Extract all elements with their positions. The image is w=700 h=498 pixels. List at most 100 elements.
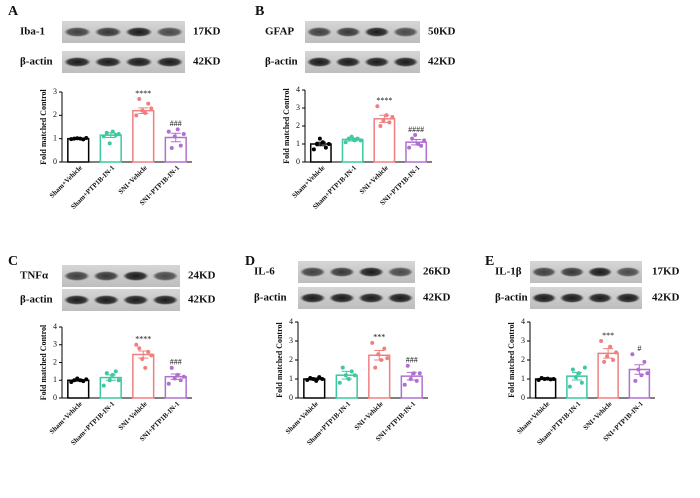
data-point (113, 369, 118, 374)
data-point (314, 142, 319, 146)
data-point (72, 136, 77, 141)
data-point (608, 344, 613, 349)
y-tick-label: 0 (296, 157, 300, 166)
significance: *** (373, 333, 385, 342)
data-point (320, 140, 325, 145)
data-point (551, 377, 556, 381)
data-point (381, 118, 386, 123)
blot-band (335, 57, 361, 67)
data-point (411, 371, 416, 376)
data-point (636, 367, 641, 372)
blot-band (125, 57, 153, 67)
data-point (417, 371, 422, 376)
data-point (390, 115, 395, 119)
y-tick-label: 1 (53, 133, 57, 142)
blot-band (615, 267, 641, 277)
x-tick-label: SNI+Vehicle (117, 164, 149, 196)
y-tick-label: 4 (521, 317, 525, 326)
data-point (81, 379, 86, 384)
data-point (172, 134, 177, 139)
blot-protein: GFAP (265, 26, 294, 38)
blot-protein: β-actin (495, 292, 528, 304)
data-point (172, 376, 177, 381)
significance: ### (170, 358, 182, 367)
data-point (645, 371, 650, 376)
data-point (78, 136, 83, 141)
y-tick-label: 1 (289, 374, 293, 383)
data-point (576, 371, 581, 376)
x-tick-label: Sham+Vehicle (284, 400, 320, 436)
data-point (323, 145, 328, 150)
blot-band (299, 267, 326, 277)
blot-size: 42KD (193, 56, 221, 68)
data-point (416, 142, 421, 146)
bar (309, 143, 332, 163)
data-point (419, 143, 424, 148)
blot-protein: β-actin (265, 56, 298, 68)
blot-band (152, 271, 179, 281)
blot-size: 50KD (428, 26, 456, 38)
data-point (146, 349, 151, 354)
blot-size: 24KD (188, 270, 216, 282)
bar (373, 118, 396, 163)
data-point (602, 359, 607, 364)
data-point (402, 382, 407, 387)
y-axis-label: Fold matched Control (39, 89, 48, 165)
data-point (349, 369, 354, 374)
significance: *** (602, 331, 614, 340)
y-tick-label: 2 (53, 357, 57, 366)
bar (67, 137, 90, 163)
data-point (385, 356, 390, 361)
y-tick-label: 2 (289, 355, 293, 364)
blot-band (155, 57, 184, 67)
data-point (349, 134, 354, 139)
data-point (75, 136, 80, 141)
blot-strip (62, 265, 180, 287)
data-point (387, 120, 392, 125)
data-point (134, 113, 139, 118)
y-tick-label: 0 (521, 393, 525, 402)
blot-strip (298, 261, 415, 283)
data-point (178, 143, 183, 148)
blot-band (531, 293, 557, 303)
data-point (337, 380, 342, 385)
data-point (311, 147, 316, 152)
significance: **** (135, 89, 151, 98)
blot-band (587, 293, 613, 303)
x-tick-label: SNI+Vehicle (353, 400, 385, 432)
data-point (181, 132, 186, 136)
bar (132, 109, 155, 163)
data-point (355, 136, 360, 141)
blot-band (63, 271, 90, 281)
data-point (81, 137, 86, 142)
data-point (633, 378, 638, 383)
data-point (137, 97, 142, 101)
blot-size: 26KD (423, 266, 451, 278)
data-point (143, 111, 148, 115)
data-point (107, 378, 112, 383)
x-tick-label: SNI+Vehicle (582, 400, 614, 432)
data-point (308, 376, 313, 381)
data-point (140, 356, 145, 361)
significance: **** (376, 96, 392, 105)
data-point (149, 106, 154, 111)
data-point (384, 113, 389, 118)
blot-band (387, 267, 414, 277)
data-point (169, 365, 174, 370)
blot-band (587, 267, 613, 277)
y-tick-label: 3 (296, 103, 300, 112)
data-point (110, 372, 115, 377)
bar (99, 134, 122, 163)
data-point (358, 138, 363, 143)
data-point (166, 381, 171, 386)
y-tick-label: 0 (53, 393, 57, 402)
blot-band (559, 267, 585, 277)
data-point (134, 342, 139, 347)
y-tick-label: 4 (289, 317, 293, 326)
blot-size: 17KD (652, 266, 680, 278)
data-point (630, 352, 635, 357)
y-tick-label: 0 (53, 157, 57, 166)
data-point (84, 135, 89, 140)
data-point (320, 377, 325, 381)
